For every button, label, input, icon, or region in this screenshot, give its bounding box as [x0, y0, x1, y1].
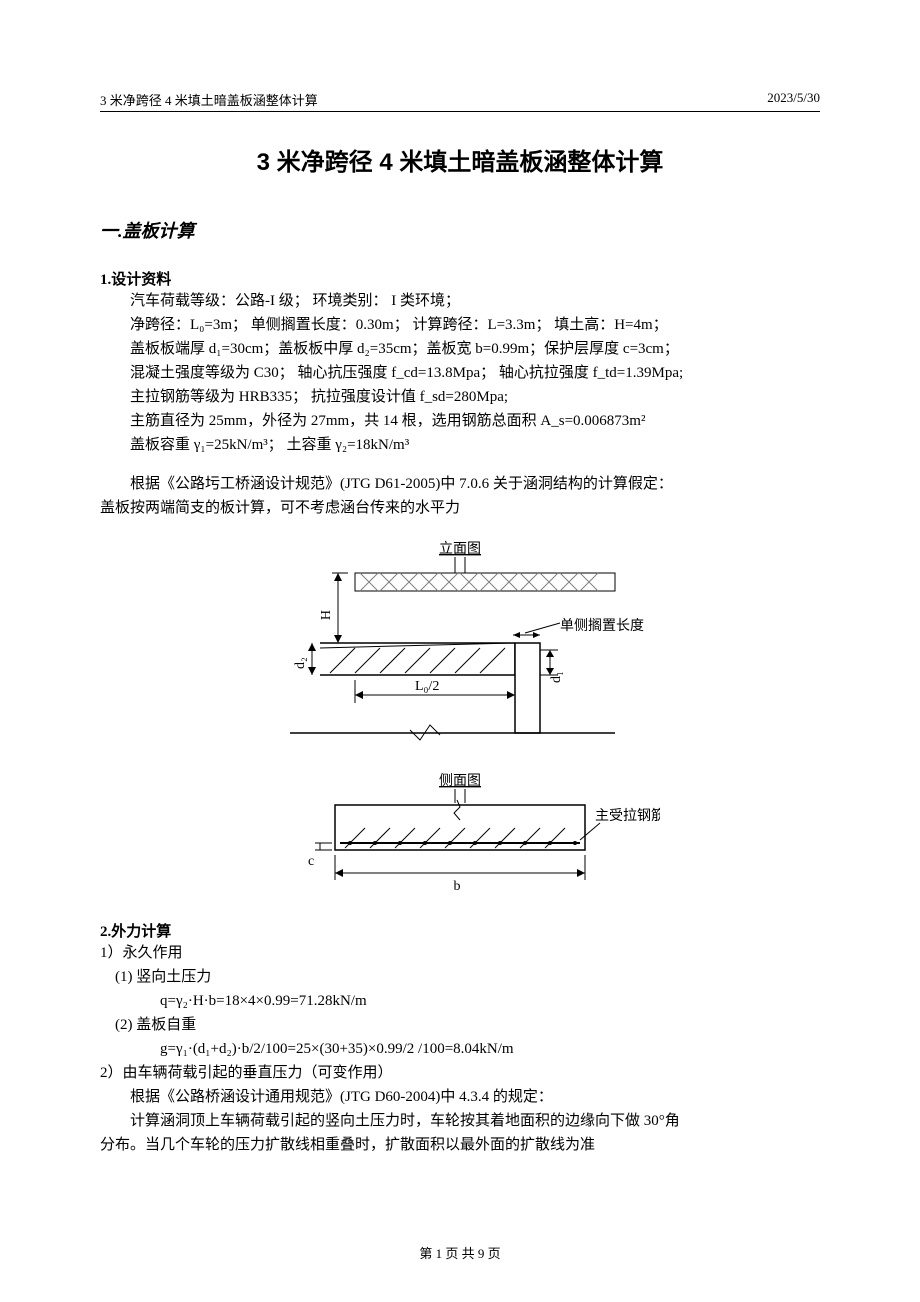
- label-c: c: [308, 854, 314, 869]
- design-line4: 混凝土强度等级为 C30； 轴心抗压强度 f_cd=13.8Mpa； 轴心抗拉强…: [100, 361, 820, 385]
- label-H: H: [319, 610, 334, 620]
- force-item2-p2: 计算涵洞顶上车辆荷载引起的竖向土压力时，车轮按其着地面积的边缘向下做 30°角: [100, 1109, 820, 1133]
- label-L0: L₀/2: [415, 679, 439, 694]
- label-d1: d₁: [549, 671, 564, 683]
- sub2-heading: 2.外力计算: [100, 920, 820, 941]
- design-line2: 净跨径：L₀=3m； 单侧搁置长度：0.30m； 计算跨径：L=3.3m； 填土…: [100, 313, 820, 337]
- main-title: 3 米净跨径 4 米填土暗盖板涵整体计算: [100, 142, 820, 177]
- design-line5: 主拉钢筋等级为 HRB335； 抗拉强度设计值 f_sd=280Mpa;: [100, 385, 820, 409]
- design-line6: 主筋直径为 25mm，外径为 27mm，共 14 根，选用钢筋总面积 A_s=0…: [100, 409, 820, 433]
- header-left: 3 米净跨径 4 米填土暗盖板涵整体计算: [100, 90, 318, 109]
- force-item1b-eq: g=γ₁·(d₁+d₂)·b/2/100=25×(30+35)×0.99/2 /…: [100, 1037, 820, 1061]
- design-line1: 汽车荷载等级：公路-I 级； 环境类别： I 类环境；: [100, 289, 820, 313]
- force-item1b: (2) 盖板自重: [100, 1013, 820, 1037]
- label-rebar: 主受拉钢筋: [595, 807, 660, 824]
- label-overhang: 单侧搁置长度: [560, 618, 644, 634]
- force-item1a-eq: q=γ₂·H·b=18×4×0.99=71.28kN/m: [100, 989, 820, 1013]
- section-1-heading: 一.盖板计算: [100, 217, 820, 243]
- force-item2-p1: 根据《公路桥涵设计通用规范》(JTG D60-2004)中 4.3.4 的规定：: [100, 1085, 820, 1109]
- design-note2: 盖板按两端简支的板计算，可不考虑涵台传来的水平力: [100, 496, 820, 520]
- elevation-side-diagram: 立面图: [100, 535, 820, 905]
- sub1-heading: 1.设计资料: [100, 268, 820, 289]
- design-line3: 盖板板端厚 d₁=30cm；盖板板中厚 d₂=35cm；盖板宽 b=0.99m；…: [100, 337, 820, 361]
- page-footer: 第 1 页 共 9 页: [0, 1243, 920, 1262]
- force-item2-p3: 分布。当几个车轮的压力扩散线相重叠时，扩散面积以最外面的扩散线为准: [100, 1133, 820, 1157]
- force-item2: 2）由车辆荷载引起的垂直压力（可变作用）: [100, 1061, 820, 1085]
- design-note1: 根据《公路圬工桥涵设计规范》(JTG D61-2005)中 7.0.6 关于涵洞…: [100, 472, 820, 496]
- force-item1: 1）永久作用: [100, 941, 820, 965]
- design-line7: 盖板容重 γ₁=25kN/m³； 土容重 γ₂=18kN/m³: [100, 433, 820, 457]
- force-item1a: (1) 竖向土压力: [100, 965, 820, 989]
- page-header: 3 米净跨径 4 米填土暗盖板涵整体计算 2023/5/30: [100, 90, 820, 112]
- label-d2: d₂: [293, 657, 308, 669]
- diagram-title-side: 侧面图: [439, 773, 481, 789]
- header-date: 2023/5/30: [767, 90, 820, 109]
- page-content: 3 米净跨径 4 米填土暗盖板涵整体计算 2023/5/30 3 米净跨径 4 …: [0, 0, 920, 1197]
- label-b: b: [454, 879, 461, 894]
- diagram-title-top: 立面图: [439, 541, 481, 557]
